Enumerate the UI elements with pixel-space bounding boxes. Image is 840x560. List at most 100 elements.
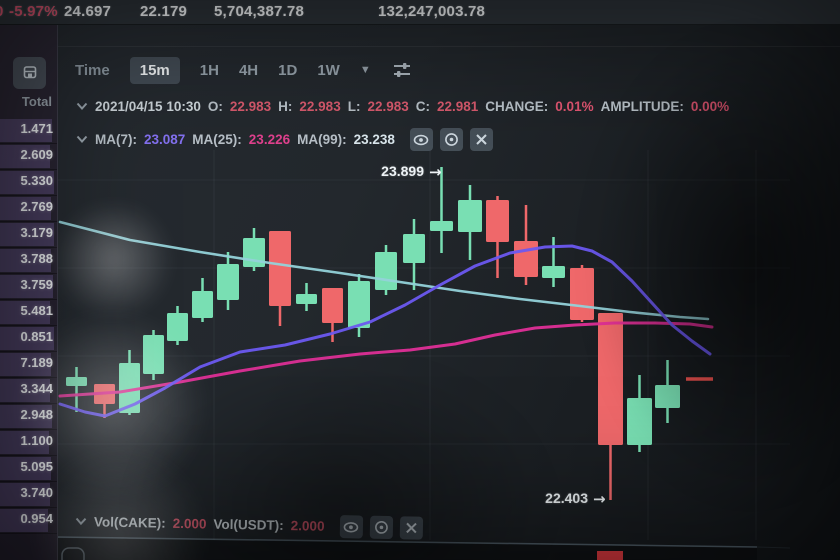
eye-icon: [343, 521, 359, 533]
vol-cake-label: Vol(CAKE):: [93, 514, 166, 531]
screen-glare: [48, 205, 178, 315]
orderbook-total-value: 5.330: [20, 173, 53, 188]
ticker-prefix: 0: [0, 3, 4, 20]
ma25-value: 23.226: [248, 132, 291, 147]
orderbook-row[interactable]: 3.179: [0, 222, 57, 248]
time-label: Time: [75, 61, 110, 79]
indicator-settings-icon[interactable]: [391, 61, 413, 79]
orderbook-row[interactable]: 1.471: [0, 118, 57, 144]
low-label: L:: [347, 99, 361, 114]
ticker-volume: 5,704,387.78: [214, 3, 304, 20]
ma-line-25: [58, 321, 714, 398]
depth-bar: [0, 145, 51, 168]
orderbook-total-value: 3.788: [20, 251, 53, 266]
orderbook-total-value: 3.759: [20, 277, 53, 292]
interval-1d[interactable]: 1D: [278, 61, 298, 79]
price-annotation: 23.899: [381, 163, 424, 179]
candle-body: [430, 221, 453, 231]
amplitude-label: AMPLITUDE:: [600, 99, 684, 114]
annotation-arrow-icon: →: [593, 490, 606, 508]
orderbook-row[interactable]: 7.189: [0, 352, 57, 378]
orderbook-row[interactable]: 5.095: [0, 456, 57, 482]
visibility-toggle-button[interactable]: [339, 515, 363, 539]
chevron-down-icon[interactable]: [76, 102, 88, 111]
candle-body: [119, 363, 140, 413]
visibility-toggle-button[interactable]: [409, 128, 433, 151]
open-value: 22.983: [229, 99, 272, 114]
depth-bar: [0, 405, 53, 428]
orderbook-row[interactable]: 3.759: [0, 274, 57, 300]
orderbook-row[interactable]: 3.344: [0, 378, 57, 404]
indicator-settings-button[interactable]: [369, 515, 393, 540]
candle-body: [243, 238, 265, 267]
candle-body: [66, 377, 87, 386]
candle-body: [348, 281, 370, 328]
orderbook-row[interactable]: 2.769: [0, 196, 57, 222]
orderbook-row[interactable]: 3.740: [0, 482, 57, 508]
close-label: C:: [415, 99, 430, 114]
close-icon: [476, 134, 487, 145]
orderbook-total-value: 2.769: [20, 199, 53, 214]
interval-toolbar: Time 15m 1H 4H 1D 1W ▼: [75, 52, 413, 88]
orderbook-row[interactable]: 5.481: [0, 300, 57, 326]
interval-1w[interactable]: 1W: [317, 61, 340, 79]
candle-body: [627, 398, 652, 445]
chevron-down-icon[interactable]: [75, 517, 87, 526]
candle-body: [403, 234, 425, 263]
ma99-label: MA(99):: [297, 132, 347, 147]
divider-line: [0, 46, 840, 47]
panel-divider-faint: [756, 546, 791, 549]
depth-bar: [0, 327, 55, 350]
chevron-down-icon[interactable]: [76, 135, 88, 144]
volume-row: Vol(CAKE): 2.000 Vol(USDT): 2.000: [75, 510, 423, 540]
candle-body: [269, 231, 291, 306]
eye-icon: [414, 134, 429, 145]
orderbook-row[interactable]: 0.954: [0, 508, 57, 534]
depth-bar: [0, 301, 50, 324]
interval-dropdown-caret[interactable]: ▼: [359, 64, 371, 76]
depth-bar: [0, 431, 50, 454]
ma-row: MA(7): 23.087 MA(25): 23.226 MA(99): 23.…: [76, 128, 493, 151]
interval-1h[interactable]: 1H: [199, 61, 219, 79]
depth-bar: [0, 457, 52, 480]
orderbook-panel: Total 1.471 2.609 5.330 2.769 3.179 3.788 3.75…: [0, 24, 58, 560]
change-value: 0.01%: [555, 99, 594, 114]
candle-body: [94, 384, 115, 404]
orderbook-row[interactable]: 5.330: [0, 170, 57, 196]
remove-indicator-button[interactable]: [469, 128, 493, 151]
price-annotation: 22.403: [545, 490, 588, 506]
orderbook-view-button[interactable]: [13, 57, 46, 89]
candle-body: [192, 291, 213, 318]
depth-bar: [0, 119, 53, 142]
ma25-label: MA(25):: [192, 132, 242, 147]
vol-cake-value: 2.000: [172, 515, 207, 532]
candle-body: [375, 252, 397, 290]
orderbook-row[interactable]: 0.851: [0, 326, 57, 352]
orderbook-row[interactable]: 2.609: [0, 144, 57, 170]
partial-widget-outline: [61, 547, 85, 560]
volume-icon-tray: [339, 515, 423, 540]
interval-15m[interactable]: 15m: [129, 56, 180, 84]
orderbook-row[interactable]: 1.100: [0, 430, 57, 456]
remove-indicator-button[interactable]: [399, 516, 423, 540]
depth-bar: [0, 353, 52, 376]
orderbook-row[interactable]: 2.948: [0, 404, 57, 430]
low-value: 22.983: [367, 99, 409, 114]
candle-body: [655, 385, 680, 408]
interval-4h[interactable]: 4H: [238, 61, 259, 79]
candle-body: [143, 335, 164, 374]
ticker-bar: 0 -5.97% 24.697 22.179 5,704,387.78 132,…: [0, 0, 840, 25]
depth-bar: [0, 483, 51, 506]
target-icon: [444, 133, 458, 146]
orderbook-total-value: 0.851: [20, 329, 53, 344]
depth-bar: [0, 197, 52, 220]
orderbook-row[interactable]: 3.788: [0, 248, 57, 274]
orderbook-total-value: 1.471: [20, 121, 53, 136]
orderbook-total-value: 7.189: [20, 355, 53, 370]
orderbook-total-value: 2.948: [20, 407, 53, 422]
ma7-value: 23.087: [144, 132, 186, 147]
volume-bar: [597, 551, 623, 560]
indicator-settings-button[interactable]: [439, 128, 463, 151]
depth-bar: [0, 171, 55, 194]
